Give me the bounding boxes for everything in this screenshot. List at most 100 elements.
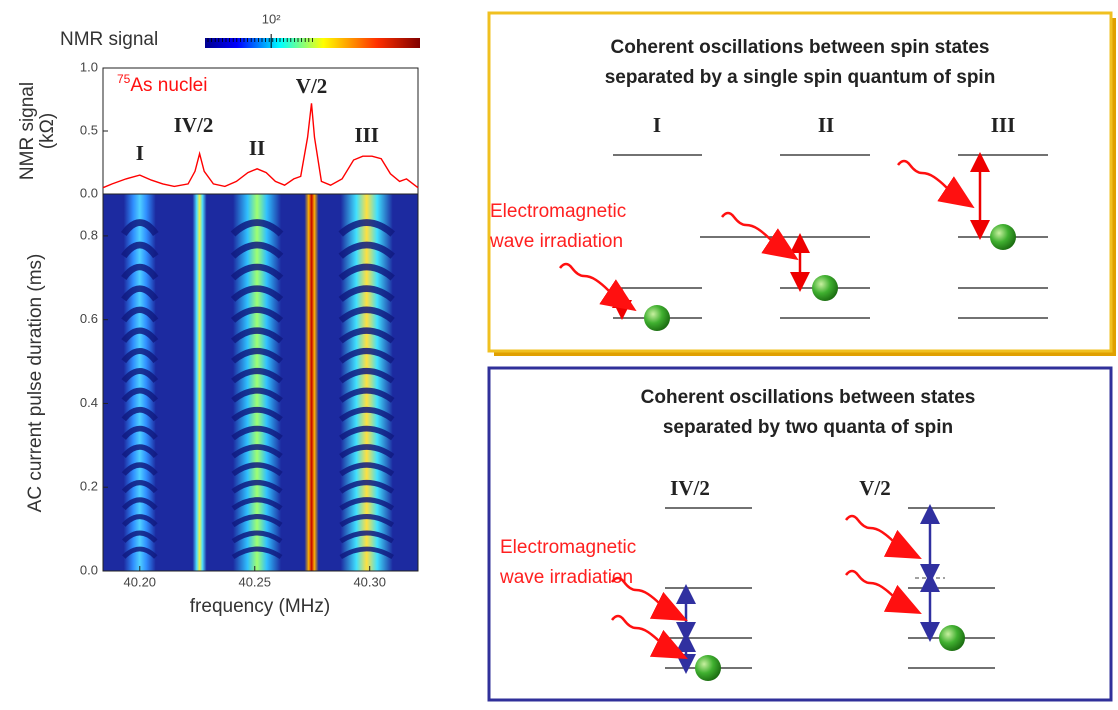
oscillation-fringe — [231, 368, 283, 384]
spin-ball — [939, 625, 965, 651]
oscillation-fringe — [338, 263, 395, 281]
resonance-stripe — [340, 194, 393, 571]
oscillation-fringe — [339, 444, 395, 459]
y-tick-label: 0.5 — [80, 122, 98, 137]
title: separated by two quanta of spin — [663, 417, 953, 438]
resonance-stripe — [233, 194, 282, 571]
oscillation-fringe — [231, 327, 284, 344]
x-tick-label: 40.25 — [238, 574, 271, 589]
title: separated by a single spin quantum of sp… — [605, 67, 996, 88]
oscillation-fringe — [231, 514, 283, 528]
colorbar — [205, 38, 420, 48]
plot-frame — [102, 67, 419, 195]
y-tick-label: 0.6 — [80, 311, 98, 326]
oscillation-fringe — [230, 263, 284, 281]
oscillation-fringe — [121, 462, 158, 476]
spin-ball — [812, 275, 838, 301]
wave — [611, 576, 688, 621]
oscillation-fringe — [339, 514, 395, 528]
level-label: IV/2 — [670, 476, 710, 500]
diagram-single: Coherent oscillations between spin state… — [487, 11, 1116, 356]
oscillation-fringe — [338, 219, 395, 237]
box — [487, 11, 1113, 353]
wave — [559, 262, 637, 312]
annotation-text: As nuclei — [130, 75, 207, 96]
oscillation-fringe — [338, 327, 395, 344]
resonance-stripe — [123, 194, 156, 571]
oscillation-fringe — [121, 241, 159, 259]
oscillation-fringe — [231, 444, 283, 459]
oscillation-fringe — [231, 387, 283, 403]
y-tick-label: 0.8 — [80, 227, 98, 242]
resonance-stripe — [192, 194, 207, 571]
x-tick-label: 40.20 — [124, 574, 157, 589]
resonance-stripe — [304, 194, 319, 571]
title: Coherent oscillations between spin state… — [610, 37, 989, 58]
oscillation-fringe — [121, 444, 158, 459]
peak-label: IV/2 — [174, 113, 214, 137]
oscillation-fringe — [339, 546, 394, 560]
peak-label: V/2 — [296, 74, 328, 98]
oscillation-fringe — [339, 425, 395, 441]
oscillation-fringe — [121, 263, 159, 281]
oscillation-fringe — [231, 530, 283, 544]
oscillation-fringe — [121, 406, 158, 422]
level-label: II — [818, 113, 834, 137]
peak-label: I — [136, 141, 144, 165]
oscillation-fringe — [121, 497, 158, 511]
x-axis-label: frequency (MHz) — [190, 596, 330, 617]
oscillation-fringe — [121, 387, 159, 403]
wave — [845, 514, 922, 559]
oscillation-fringe — [121, 425, 158, 440]
wave — [721, 211, 799, 261]
oscillation-fringe — [338, 241, 395, 259]
y-axis-label: AC current pulse duration (ms) — [25, 254, 46, 513]
oscillation-fringe — [231, 479, 283, 494]
oscillation-fringe — [339, 479, 395, 494]
oscillation-fringe — [230, 306, 284, 323]
colorbar-tick-label: 10² — [262, 11, 281, 26]
y-axis-label: (kΩ) — [37, 113, 58, 149]
y-tick-label: 0.0 — [80, 562, 98, 577]
y-tick-label: 1.0 — [80, 59, 98, 74]
oscillation-fringe — [121, 368, 159, 383]
spin-ball — [695, 655, 721, 681]
oscillation-fringe — [121, 327, 159, 344]
diagram-double: Coherent oscillations between states sep… — [487, 366, 1113, 702]
oscillation-fringe — [122, 546, 158, 559]
oscillation-fringe — [121, 285, 159, 302]
peak-label: III — [354, 123, 379, 147]
oscillation-fringe — [231, 425, 283, 441]
oscillation-fringe — [122, 530, 158, 543]
annotation: 75As nuclei — [117, 72, 207, 96]
oscillation-fringe — [230, 285, 284, 302]
y-tick-label: 0.4 — [80, 395, 98, 410]
oscillation-fringe — [339, 406, 395, 422]
wave — [897, 159, 975, 209]
oscillation-fringe — [230, 219, 284, 237]
oscillation-fringe — [338, 387, 395, 403]
spin-ball — [990, 224, 1016, 250]
oscillation-fringe — [231, 497, 283, 511]
oscillation-fringe — [121, 306, 159, 323]
oscillation-fringe — [231, 546, 283, 560]
spin-ball — [644, 305, 670, 331]
y-tick-label: 0.2 — [80, 479, 98, 494]
level-label: V/2 — [859, 476, 891, 500]
title: Coherent oscillations between states — [641, 387, 976, 408]
oscillation-fringe — [338, 285, 395, 302]
oscillation-fringe — [339, 497, 395, 511]
oscillation-fringe — [338, 347, 395, 364]
y-axis-label: NMR signal — [17, 82, 38, 180]
level-label: I — [653, 113, 661, 137]
irradiation-text: wave irradiation — [489, 231, 623, 252]
peak-label: II — [249, 136, 265, 160]
oscillation-fringe — [121, 514, 158, 527]
level-label: III — [991, 113, 1016, 137]
irradiation-text: Electromagnetic — [500, 537, 636, 558]
oscillation-fringe — [230, 241, 284, 259]
oscillation-fringe — [120, 219, 159, 237]
annotation-sup: 75 — [117, 72, 131, 86]
